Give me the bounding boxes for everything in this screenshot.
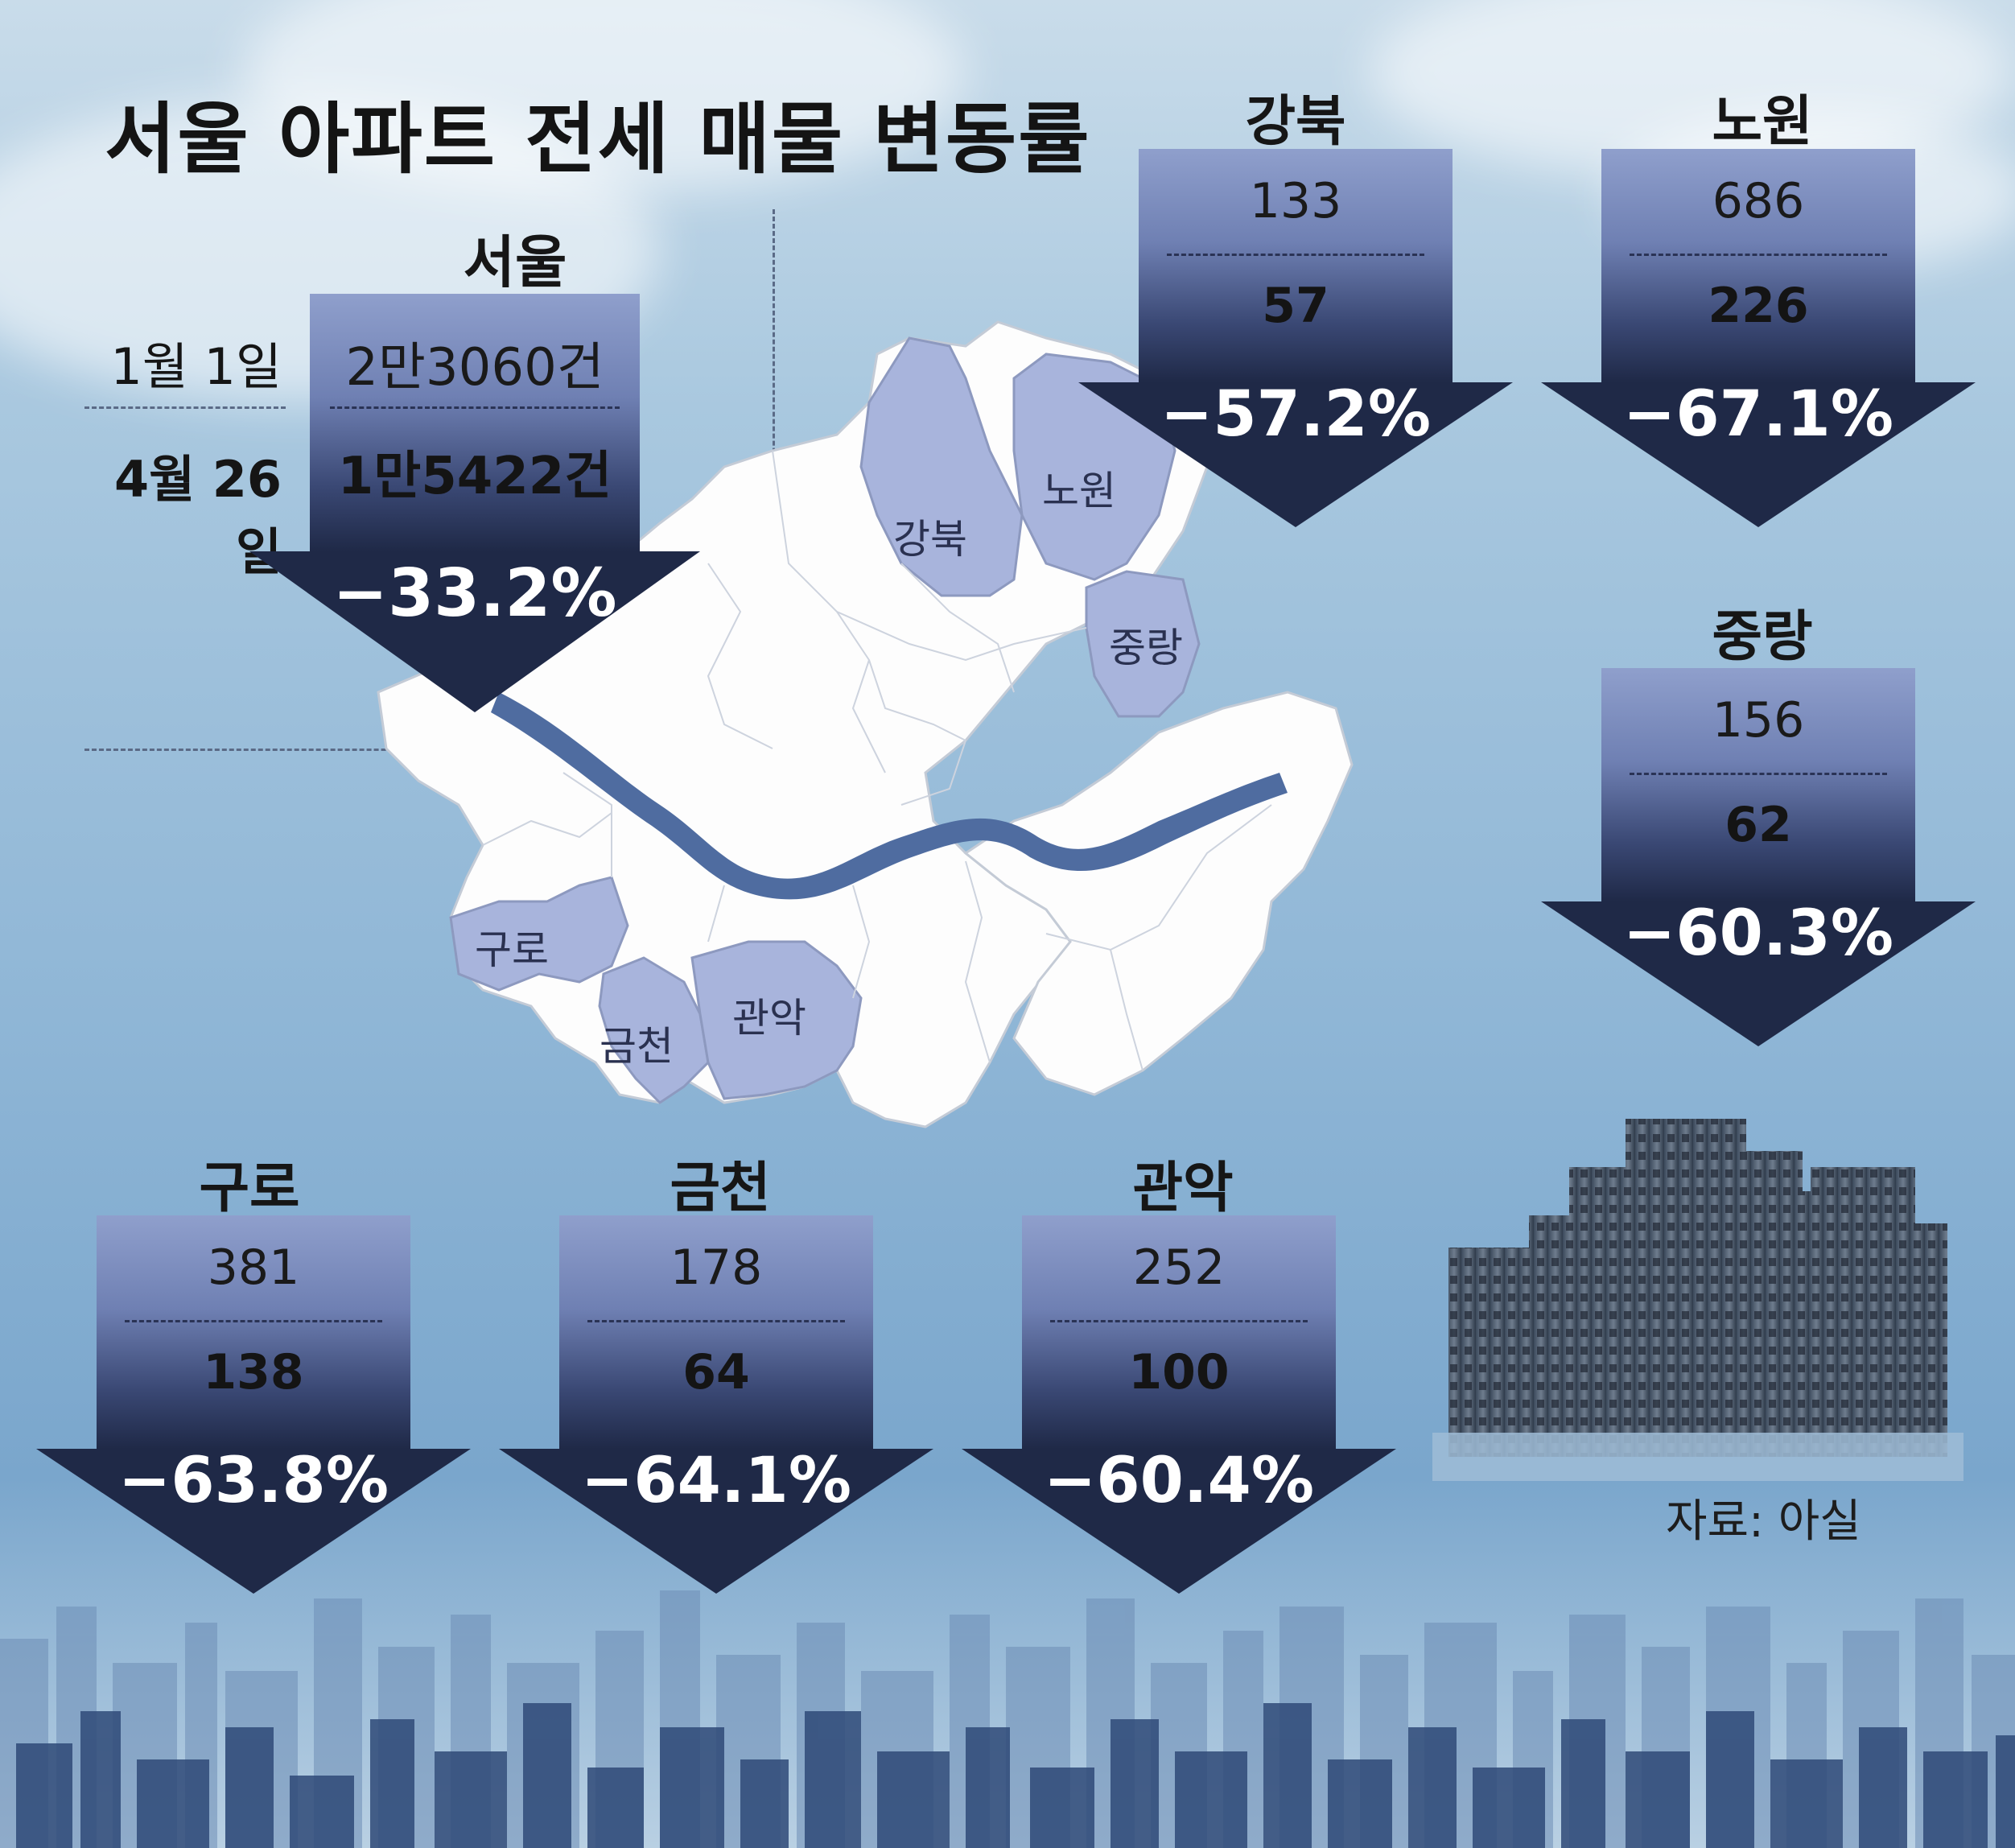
divider xyxy=(1630,254,1887,256)
map-label-geumcheon: 금천 xyxy=(600,1023,674,1070)
arrow-shaft xyxy=(1601,668,1915,901)
district-value-start: 252 xyxy=(1132,1240,1226,1296)
apartment-buildings-illustration xyxy=(1432,1119,1963,1481)
seoul-value-end: 1만5422건 xyxy=(337,447,612,506)
map-label-gwanak: 관악 xyxy=(732,995,806,1042)
district-title: 금천 xyxy=(670,1157,771,1220)
district-arrow: 133 57 −57.2% xyxy=(1078,149,1513,527)
arrow-shaft xyxy=(97,1215,410,1449)
seoul-value-start: 2만3060건 xyxy=(345,338,604,398)
district-title: 노원 xyxy=(1712,90,1813,154)
arrow-head xyxy=(1541,901,1976,1046)
map-label-guro: 구로 xyxy=(475,926,549,973)
district-value-start: 133 xyxy=(1249,173,1342,229)
divider xyxy=(1167,254,1424,256)
district-arrow: 252 100 −60.4% xyxy=(962,1215,1396,1594)
city-skyline-illustration xyxy=(0,1590,2015,1848)
divider xyxy=(1050,1320,1308,1322)
district-value-start: 381 xyxy=(207,1240,300,1296)
arrow-head xyxy=(36,1449,471,1594)
arrow-head xyxy=(1541,382,1976,527)
district-change: −60.3% xyxy=(1623,897,1893,970)
east-seoul xyxy=(963,691,1354,1096)
arrow-shaft xyxy=(310,294,640,551)
district-title: 관악 xyxy=(1132,1157,1234,1220)
district-value-end: 100 xyxy=(1128,1344,1230,1400)
map-label-jungnang: 중랑 xyxy=(1109,625,1183,671)
guide-line xyxy=(84,406,286,409)
han-river xyxy=(491,692,1288,900)
district-gwanak xyxy=(690,940,863,1100)
district-value-start: 156 xyxy=(1712,692,1805,749)
date-start: 1월 1일 xyxy=(110,337,282,396)
district-value-end: 138 xyxy=(203,1344,304,1400)
map-label-gangbuk: 강북 xyxy=(893,516,967,563)
district-title: 구로 xyxy=(199,1157,300,1220)
district-value-end: 62 xyxy=(1724,797,1792,853)
district-guro xyxy=(449,876,629,992)
arrow-head xyxy=(962,1449,1396,1594)
district-arrow: 156 62 −60.3% xyxy=(1541,668,1976,1046)
arrow-shaft xyxy=(1022,1215,1336,1449)
district-geumcheon xyxy=(598,956,710,1104)
arrow-head xyxy=(499,1449,933,1594)
district-jungnang xyxy=(1085,570,1201,718)
arrow-shaft xyxy=(1601,149,1915,382)
district-change: −57.2% xyxy=(1160,378,1431,451)
district-gangbuk xyxy=(859,336,1024,597)
seoul-change: −33.2% xyxy=(332,555,617,632)
divider xyxy=(1630,773,1887,775)
district-arrow: 686 226 −67.1% xyxy=(1541,149,1976,527)
page-title: 서울 아파트 전세 매물 변동률 xyxy=(105,94,1091,184)
seoul-arrow: 2만3060건 1만5422건 −33.2% xyxy=(249,294,700,712)
district-title: 강북 xyxy=(1245,90,1346,154)
divider xyxy=(587,1320,845,1322)
source-label: 자료: 아실 xyxy=(1666,1495,1861,1548)
district-arrow: 381 138 −63.8% xyxy=(36,1215,471,1594)
district-change: −67.1% xyxy=(1623,378,1893,451)
district-change: −63.8% xyxy=(118,1445,389,1517)
district-value-start: 686 xyxy=(1712,173,1805,229)
district-change: −60.4% xyxy=(1044,1445,1314,1517)
district-value-start: 178 xyxy=(670,1240,763,1296)
cloud xyxy=(241,0,966,193)
district-value-end: 64 xyxy=(682,1344,750,1400)
district-value-end: 226 xyxy=(1708,278,1809,334)
district-title: 중랑 xyxy=(1712,605,1813,669)
divider xyxy=(125,1320,382,1322)
district-change: −64.1% xyxy=(581,1445,851,1517)
district-value-end: 57 xyxy=(1262,278,1329,334)
arrow-head xyxy=(249,551,700,712)
arrow-shaft xyxy=(1139,149,1453,382)
district-arrow: 178 64 −64.1% xyxy=(499,1215,933,1594)
seoul-title: 서울 xyxy=(463,229,567,295)
district-borders xyxy=(482,450,1272,1071)
arrow-shaft xyxy=(559,1215,873,1449)
divider xyxy=(330,406,620,409)
arrow-head xyxy=(1078,382,1513,527)
